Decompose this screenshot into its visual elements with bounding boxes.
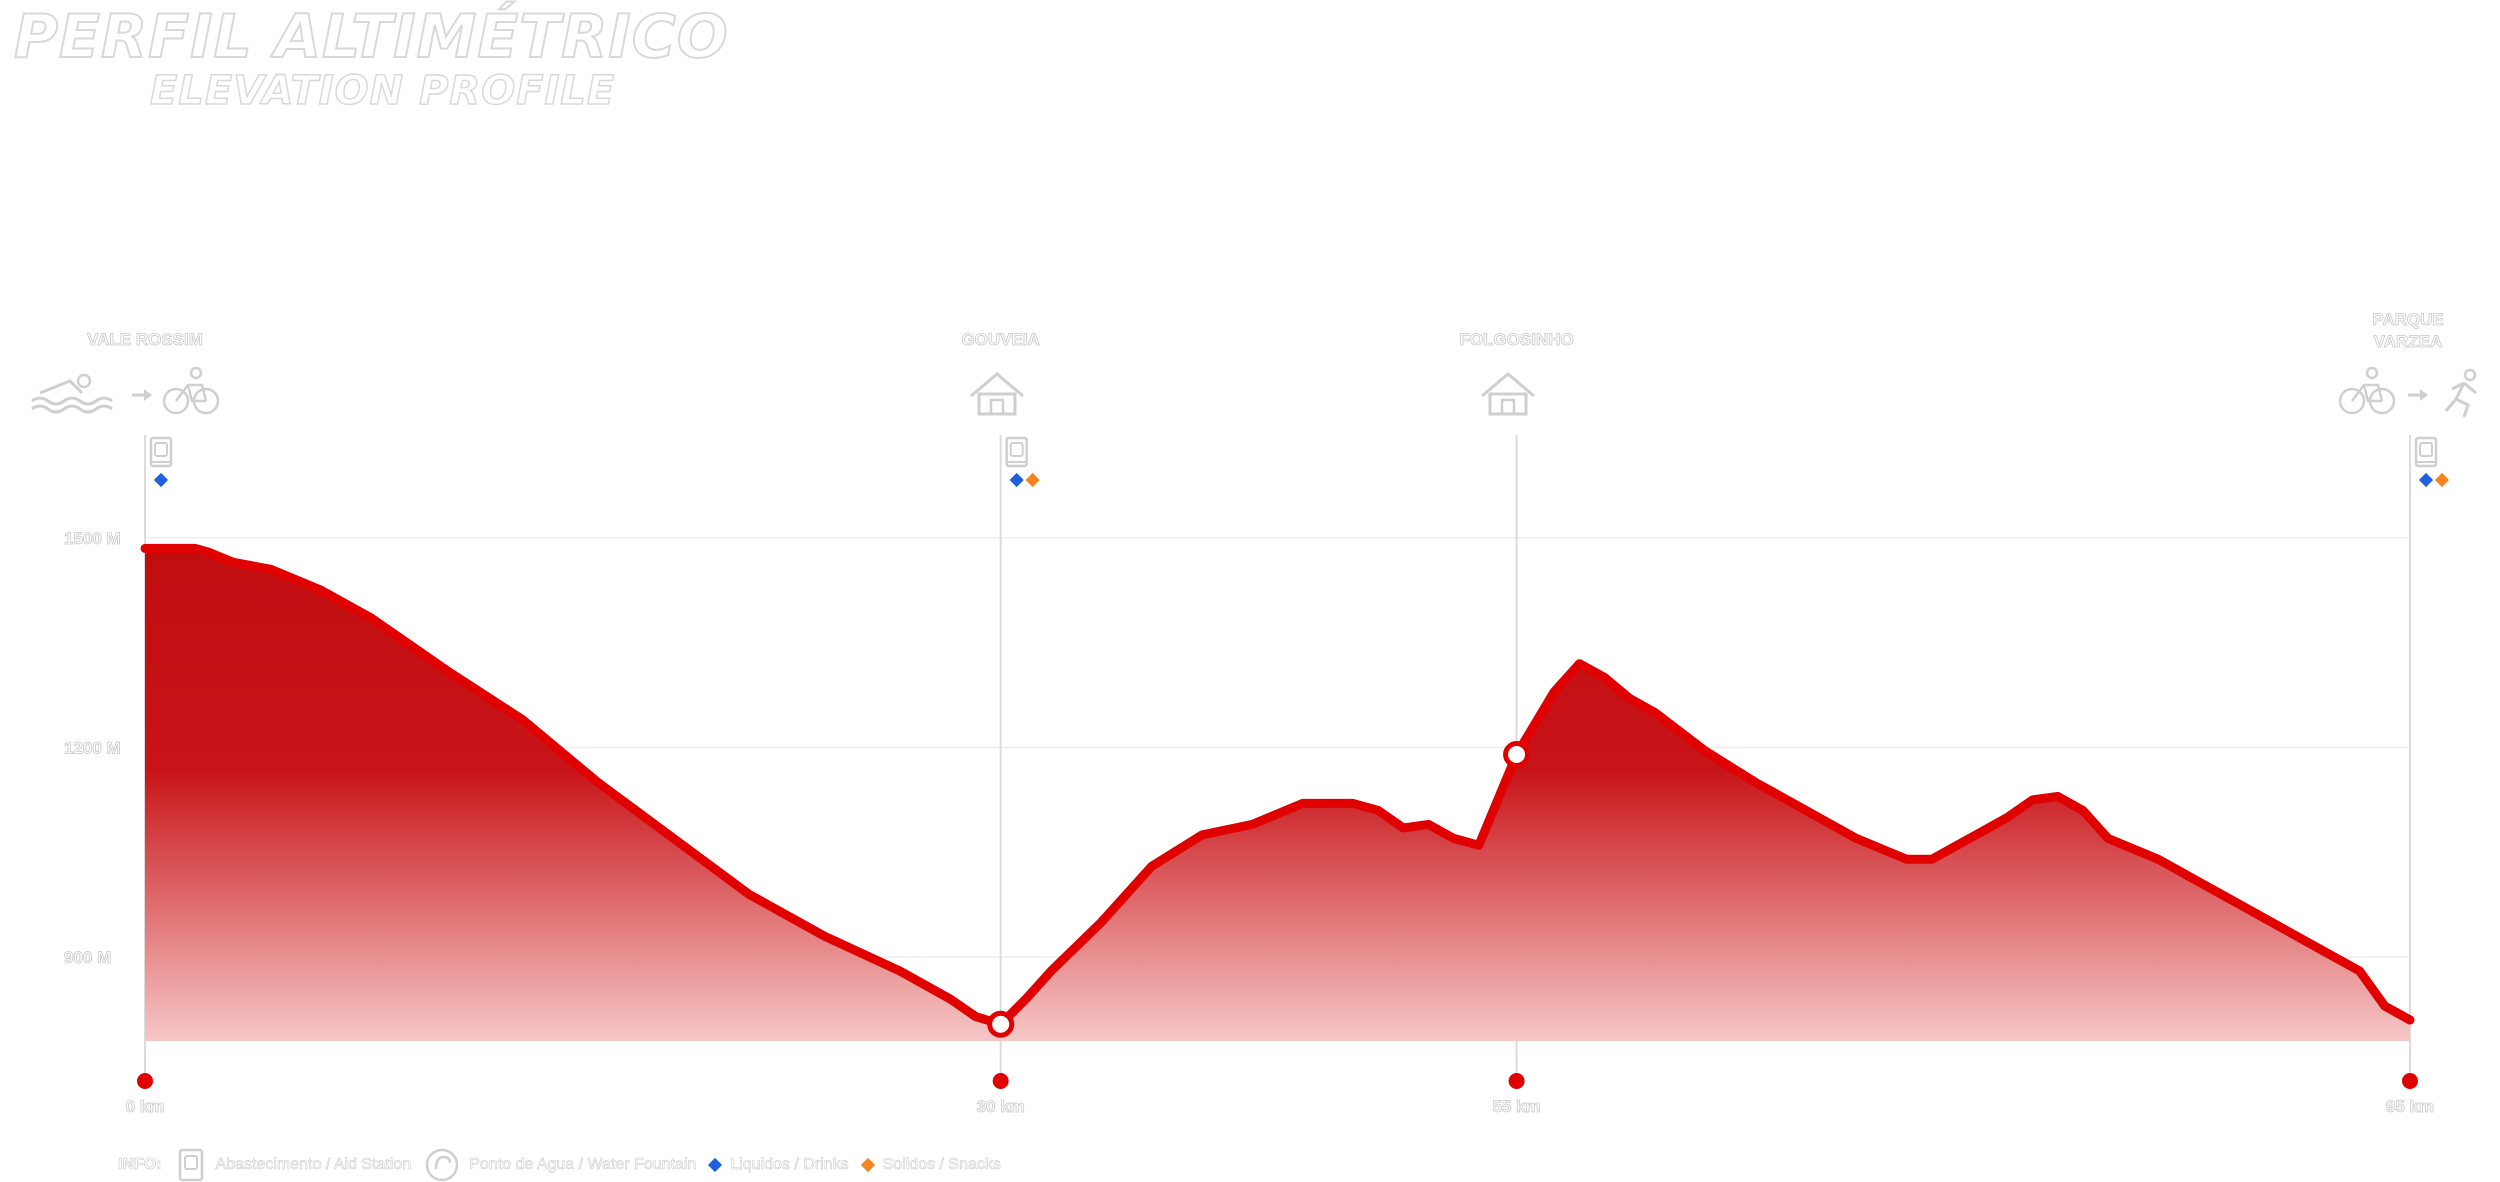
legend-text: Solidos / Snacks: [882, 1156, 1001, 1174]
legend-text: Abastecimento / Aid Station: [215, 1156, 412, 1174]
profile-marker: [987, 1010, 1015, 1038]
x-axis-ticks: 0 km 30 km 55 km 95 km: [125, 1073, 2435, 1116]
km-dot: [1508, 1073, 1525, 1089]
y-axis-ticks: 1500 M 1200 M 900 M: [64, 528, 122, 967]
location-labels: VALE ROSSIM GOUVEIA FOLGOSINHO PARQUE VARZEA: [87, 310, 2444, 352]
swim-icon: [30, 373, 114, 414]
location-label: VARZEA: [2374, 332, 2443, 351]
arrow-icon: [130, 387, 154, 403]
x-tick-label: 0 km: [126, 1097, 165, 1116]
elevation-fill: [145, 548, 2410, 1041]
aid-stations: [149, 436, 2450, 488]
x-tick-label: 55 km: [1492, 1097, 1540, 1116]
arrow-icon: [2406, 387, 2430, 403]
water-fountain-icon: [425, 1148, 459, 1182]
aid-station-icon: [2414, 436, 2438, 468]
liquids-diamond-icon: [708, 1157, 723, 1173]
legend-item-water-fountain: Ponto de Agua / Water Fountain: [425, 1148, 697, 1182]
legend-item-liquids: Liquidos / Drinks: [708, 1156, 849, 1174]
legend-item-solids: Solidos / Snacks: [860, 1156, 1001, 1174]
y-tick-label: 900 M: [64, 948, 111, 967]
km-dot: [992, 1073, 1009, 1089]
aid-station-icon: [178, 1148, 203, 1182]
location-label: FOLGOSINHO: [1459, 330, 1573, 349]
y-tick-label: 1500 M: [64, 529, 121, 548]
profile-marker: [1503, 741, 1531, 768]
solids-diamond-icon: [1025, 472, 1040, 488]
km-dot: [137, 1073, 153, 1089]
run-icon: [2444, 368, 2478, 419]
location-label: PARQUE: [2372, 310, 2443, 329]
chart-subtitle: ELEVATION PROFILE: [149, 67, 616, 115]
km-dot: [2402, 1073, 2418, 1089]
solids-diamond-icon: [2434, 472, 2450, 488]
location-label: GOUVEIA: [961, 330, 1039, 349]
aid-station-icon: [1005, 436, 1028, 468]
solids-diamond-icon: [860, 1157, 875, 1173]
house-icon: [969, 372, 1025, 416]
aid-station-icon: [149, 436, 173, 468]
x-tick-label: 95 km: [2386, 1097, 2434, 1116]
bike-icon: [2338, 366, 2396, 415]
chart-title: PERFIL ALTIMÉTRICO: [13, 1, 729, 73]
legend-text: Liquidos / Drinks: [730, 1156, 849, 1174]
legend-text: Ponto de Agua / Water Fountain: [469, 1156, 697, 1174]
legend-item-aid-station: Abastecimento / Aid Station: [176, 1148, 412, 1182]
liquids-diamond-icon: [1009, 472, 1024, 488]
elevation-line: [140, 543, 2415, 1029]
house-icon: [1480, 372, 1536, 416]
elevation-area: [140, 543, 2415, 1041]
bike-icon: [162, 366, 220, 415]
legend: INFO: Abastecimento / Aid Station Ponto …: [118, 1148, 1001, 1182]
station-icons: [30, 366, 2478, 419]
liquids-diamond-icon: [2418, 472, 2434, 488]
y-tick-label: 1200 M: [64, 739, 121, 758]
legend-label: INFO:: [118, 1156, 162, 1174]
location-label: VALE ROSSIM: [87, 330, 203, 349]
liquids-diamond-icon: [153, 472, 169, 488]
x-tick-label: 30 km: [977, 1097, 1025, 1116]
